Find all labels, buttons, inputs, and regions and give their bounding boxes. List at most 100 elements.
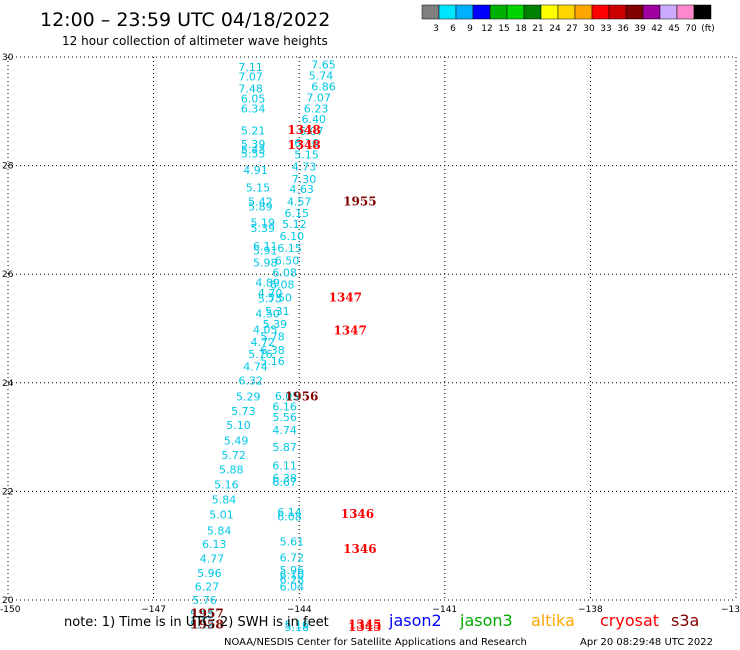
swh-value: 5.84	[212, 494, 237, 507]
swh-value: 6.40	[302, 113, 327, 126]
swh-value: 6.08	[270, 279, 295, 292]
swh-value: 5.39	[251, 222, 276, 235]
colorbar-label: 45	[668, 24, 679, 34]
swh-value: 5.73	[231, 405, 256, 418]
swh-value: 5.12	[282, 218, 307, 231]
swh-value: 5.84	[207, 524, 232, 537]
pass-time-label: 1958	[190, 617, 223, 631]
swh-value: 4.74	[243, 361, 268, 374]
chart-title: 12:00 – 23:59 UTC 04/18/2022	[40, 9, 330, 31]
swh-value: 6.67	[272, 476, 297, 489]
swh-value: 6.28	[280, 573, 305, 586]
colorbar-label: 15	[498, 24, 509, 34]
axis-ticks: 20 22 24 26 28 30 -150 −147 −144 −141 −138 −13	[0, 53, 740, 615]
swh-value: 5.15	[190, 609, 215, 622]
swh-value: 4.77	[200, 553, 225, 566]
pass-time-label: 1346	[343, 542, 376, 556]
swh-value: 5.96	[280, 564, 305, 577]
swh-value: 6.34	[241, 103, 266, 116]
swh-value: 6.07	[299, 125, 324, 138]
colorbar-label: 12	[481, 24, 492, 34]
swh-value: 4.89	[255, 276, 280, 289]
swh-value: 6.08	[277, 510, 302, 523]
swh-value: 7.48	[238, 82, 263, 95]
pass-time-label: 1347	[329, 291, 362, 305]
colorbar-swatch	[438, 4, 457, 20]
x-tick-label: -150	[0, 605, 21, 615]
pass-time-label: 1955	[343, 194, 376, 208]
pass-time-label: 1957	[190, 607, 223, 621]
swh-value: 6.13	[202, 538, 227, 551]
colorbar-swatch	[557, 4, 576, 20]
colorbar-swatch	[472, 4, 491, 20]
swh-value: 5.16	[214, 478, 239, 491]
swh-value: 5.88	[219, 464, 244, 477]
colorbar-label: 42	[651, 24, 662, 34]
swh-value: 5.42	[248, 195, 273, 208]
swh-value: 6.15	[277, 242, 302, 255]
swh-value: 5.75	[258, 293, 283, 306]
mission-legend-jason3: jason3	[459, 611, 513, 630]
x-tick-label: −144	[287, 605, 312, 615]
colorbar-label: 3	[433, 24, 439, 34]
colorbar-label: 6	[450, 24, 456, 34]
colorbar-swatch	[489, 4, 508, 20]
chart-subtitle: 12 hour collection of altimeter wave hei…	[62, 34, 328, 48]
mission-legend-cryosat: cryosat	[600, 611, 659, 630]
swh-value: 5.74	[309, 69, 334, 82]
swh-value: 5.19	[251, 217, 276, 230]
colorbar-swatch	[608, 4, 627, 20]
swh-value: 5.21	[241, 124, 266, 137]
swh-value: 4.72	[251, 336, 276, 349]
swh-value: 6.05	[275, 390, 300, 403]
swh-value: 4.63	[289, 183, 314, 196]
x-tick-label: −141	[432, 605, 457, 615]
swh-value: 6.10	[280, 230, 305, 243]
swh-value: 5.87	[272, 441, 297, 454]
colorbar-swatch	[693, 4, 712, 20]
swh-value: 6.32	[238, 375, 263, 388]
pass-time-label: 1345	[348, 617, 381, 631]
swh-value: 4.74	[272, 424, 297, 437]
footer-timestamp: Apr 20 08:29:48 UTC 2022	[580, 637, 713, 648]
swh-value: 5.39	[263, 318, 288, 331]
x-tick-label: −13	[721, 605, 740, 615]
swh-value: 5.76	[192, 594, 217, 607]
mission-legend: jason2 jason3 altika cryosat s3a	[388, 611, 699, 630]
swh-value: 4.50	[255, 307, 280, 320]
x-tick-label: −147	[141, 605, 166, 615]
footer-note: note: 1) Time is in UTC; 2) SWH is in fe…	[64, 615, 329, 630]
swh-value: 6.11	[253, 240, 278, 253]
swh-value: 5.10	[226, 419, 251, 432]
colorbar-label: 27	[566, 24, 577, 34]
colorbar-label: 70	[685, 24, 697, 34]
pass-time-label: 1348	[287, 123, 320, 137]
y-tick-label: 28	[2, 162, 14, 172]
swh-value: 5.56	[272, 411, 297, 424]
mission-legend-altika: altika	[531, 611, 575, 630]
swh-value: 6.72	[280, 552, 305, 565]
swh-value: 6.27	[195, 580, 220, 593]
swh-value: 5.15	[246, 181, 271, 194]
colorbar-label: 24	[549, 24, 561, 34]
colorbar-swatch	[642, 4, 661, 20]
swh-value: 6.04	[280, 580, 305, 593]
swh-value: 5.50	[268, 292, 293, 305]
swh-value: 6.15	[285, 207, 310, 220]
mission-legend-jason2: jason2	[388, 611, 442, 630]
colorbar-swatch	[455, 4, 474, 20]
colorbar-label: 21	[532, 24, 543, 34]
swh-value: 5.76	[248, 348, 273, 361]
y-tick-label: 24	[2, 379, 14, 389]
swh-value: 5.16	[285, 618, 310, 631]
colorbar-swatch	[574, 4, 593, 20]
swh-value: 6.86	[311, 80, 336, 93]
y-tick-label: 26	[2, 270, 14, 280]
colorbar-swatch	[659, 4, 678, 20]
x-tick-label: −138	[578, 605, 603, 615]
pass-time-label: 1348	[287, 138, 320, 152]
swh-value: 7.30	[292, 173, 317, 186]
pass-time-label: 1956	[285, 389, 318, 403]
swh-value: 5.96	[197, 567, 222, 580]
